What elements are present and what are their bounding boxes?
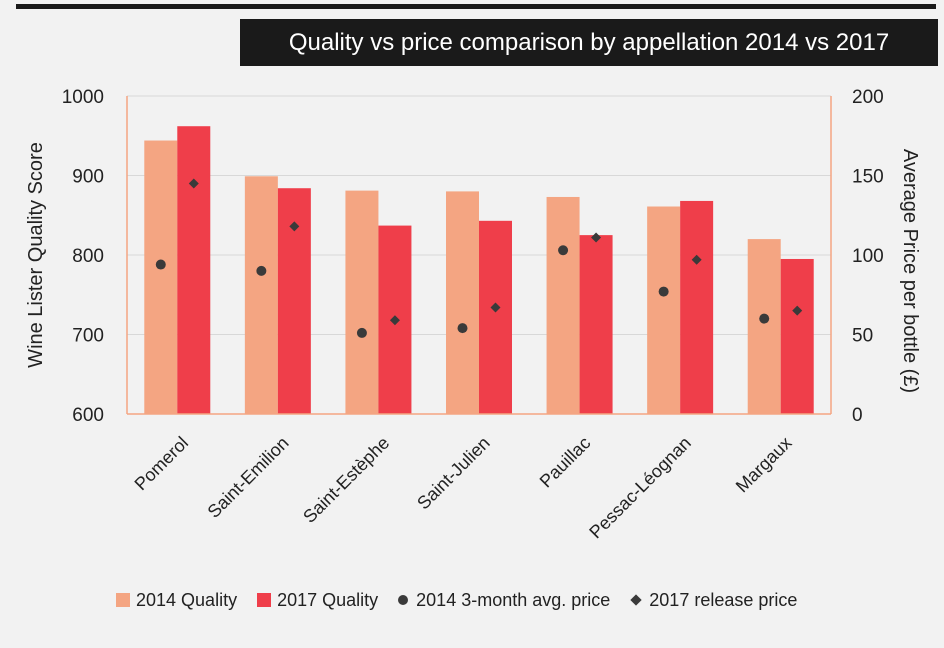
point-2017-price	[188, 178, 199, 189]
point-2017-price	[289, 221, 300, 232]
point-2014-price	[256, 265, 267, 276]
x-tick-label: Margaux	[732, 433, 796, 497]
legend-label-2017-quality: 2017 Quality	[277, 589, 379, 610]
point-2017-price	[490, 302, 501, 313]
point-2014-price	[558, 245, 569, 256]
y2-tick-label: 200	[852, 87, 884, 108]
y-tick-label: 800	[72, 246, 104, 267]
bar-2017-quality	[780, 258, 814, 414]
point-2017-price	[691, 254, 702, 265]
legend-label-2014-quality: 2014 Quality	[136, 589, 238, 610]
y2-axis-title: Average Price per bottle (£)	[899, 149, 921, 393]
legend: 2014 Quality 2017 Quality 2014 3-month a…	[116, 588, 817, 612]
legend-dot-icon	[398, 595, 409, 605]
bar-2014-quality	[747, 239, 781, 414]
legend-item-2014-quality: 2014 Quality	[116, 590, 237, 611]
bar-2014-quality	[144, 140, 178, 414]
chart-title: Quality vs price comparison by appellati…	[240, 19, 938, 66]
x-tick-label: Pessac-Léognan	[585, 433, 695, 543]
top-rule	[16, 4, 936, 9]
bar-2017-quality	[479, 220, 512, 414]
x-tick-label: Saint-Julien	[413, 433, 494, 514]
legend-swatch-2014-quality	[116, 593, 130, 607]
point-2014-price	[155, 259, 166, 270]
bar-2014-quality	[446, 191, 479, 414]
point-2017-price	[591, 232, 602, 243]
y2-tick-label: 50	[852, 326, 873, 347]
legend-item-2017-quality: 2017 Quality	[257, 590, 378, 611]
x-tick-label: Saint-Emilion	[204, 433, 293, 522]
y2-tick-label: 100	[852, 246, 884, 267]
y2-tick-label: 150	[852, 167, 884, 188]
bar-2017-quality	[579, 235, 613, 414]
y-tick-label: 600	[72, 405, 104, 426]
y-tick-label: 900	[72, 167, 104, 188]
bar-2017-quality	[680, 200, 714, 414]
point-2017-price	[792, 305, 803, 316]
x-tick-label: Saint-Estèphe	[299, 433, 393, 527]
point-2014-price	[759, 313, 770, 324]
legend-item-2017-price: 2017 release price	[630, 590, 797, 611]
bar-2014-quality	[647, 206, 681, 414]
point-2014-price	[658, 286, 669, 297]
legend-label-2014-price: 2014 3-month avg. price	[416, 589, 611, 610]
point-2014-price	[457, 323, 468, 334]
legend-swatch-2017-quality	[257, 593, 272, 607]
bar-2014-quality	[244, 176, 278, 414]
bar-2014-quality	[345, 190, 379, 414]
y-tick-label: 700	[72, 326, 104, 347]
legend-item-2014-price: 2014 3-month avg. price	[398, 590, 610, 611]
point-2017-price	[389, 315, 400, 326]
y-tick-label: 1000	[62, 87, 104, 108]
y-axis-title: Wine Lister Quality Score	[25, 142, 47, 368]
legend-diamond-icon	[630, 594, 642, 606]
y2-tick-label: 0	[852, 405, 863, 426]
bar-2014-quality	[546, 196, 580, 414]
point-2014-price	[356, 327, 367, 338]
legend-label-2017-price: 2017 release price	[649, 589, 798, 610]
bar-2017-quality	[177, 126, 211, 415]
x-tick-label: Pomerol	[131, 433, 193, 495]
x-tick-label: Pauillac	[536, 433, 595, 492]
